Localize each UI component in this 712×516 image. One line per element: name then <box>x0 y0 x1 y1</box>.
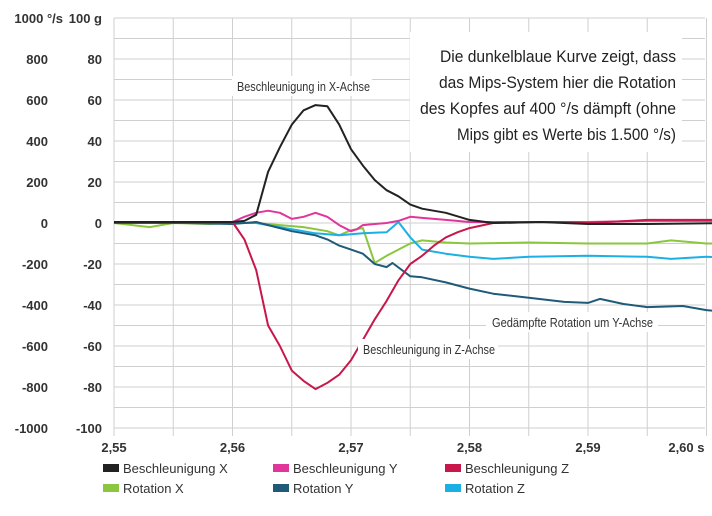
legend-swatch <box>103 484 119 492</box>
y-right-tick-label: 20 <box>88 175 102 190</box>
legend-label: Rotation Y <box>293 481 354 496</box>
x-tick-label: 2,55 <box>101 440 126 455</box>
series-line-rotation-z <box>113 221 712 260</box>
series-line-beschleunigung-x <box>114 104 712 225</box>
y-left-tick-label: -400 <box>22 298 48 313</box>
x-tick-label: 2,59 <box>575 440 600 455</box>
x-tick-label: 2,60 s <box>668 440 704 455</box>
y-right-tick-label: 0 <box>95 216 102 231</box>
legend-swatch <box>445 484 461 492</box>
y-right-tick-label: -40 <box>83 298 102 313</box>
callout-line: das Mips-System hier die Rotation <box>439 73 676 92</box>
callout-box: Die dunkelblaue Kurve zeigt, dass das Mi… <box>410 32 682 152</box>
legend-label: Rotation X <box>123 481 184 496</box>
y-right-tick-label: -80 <box>83 380 102 395</box>
y-right-tick-label: 60 <box>88 93 102 108</box>
legend-swatch <box>103 464 119 472</box>
annotation-bg <box>486 312 658 332</box>
legend-swatch <box>445 464 461 472</box>
legend-swatch <box>273 484 289 492</box>
y-left-tick-label: -600 <box>22 339 48 354</box>
y-left-tick-label: -200 <box>22 257 48 272</box>
y-right-tick-label: 100 g <box>69 11 102 26</box>
legend-label: Rotation Z <box>465 481 525 496</box>
legend-label: Beschleunigung Y <box>293 461 398 476</box>
x-tick-label: 2,57 <box>338 440 363 455</box>
series-lines <box>113 104 712 391</box>
callout-line: des Kopfes auf 400 °/s dämpft (ohne <box>420 99 676 118</box>
callout-line: Die dunkelblaue Kurve zeigt, dass <box>440 47 676 66</box>
y-left-tick-label: 400 <box>26 134 48 149</box>
series-line-beschleunigung-z <box>114 218 712 391</box>
series-line-rotation-y <box>114 221 712 312</box>
y-left-tick-label: 1000 °/s <box>14 11 63 26</box>
x-tick-label: 2,58 <box>457 440 482 455</box>
y-left-tick-label: -800 <box>22 380 48 395</box>
y-right-tick-label: 80 <box>88 52 102 67</box>
annotation-bg <box>232 76 372 96</box>
y-left-tick-label: 200 <box>26 175 48 190</box>
annotation-accel-x: Beschleunigung in X-Achse <box>237 80 370 94</box>
y-left-tick-label: 600 <box>26 93 48 108</box>
legend-label: Beschleunigung X <box>123 461 228 476</box>
legend-label: Beschleunigung Z <box>465 461 569 476</box>
y-right-tick-label: 40 <box>88 134 102 149</box>
annotations: Beschleunigung in X-Achse Gedämpfte Rota… <box>232 76 658 359</box>
series-line-beschleunigung-y <box>114 209 712 233</box>
legend: Beschleunigung X Beschleunigung Y Beschleu… <box>103 461 569 496</box>
y-left-tick-label: 800 <box>26 52 48 67</box>
y-left-tick-label: 0 <box>41 216 48 231</box>
x-tick-label: 2,56 <box>220 440 245 455</box>
callout-line: Mips gibt es Werte bis 1.500 °/s) <box>457 125 676 144</box>
x-tick-labels: 2,55 2,56 2,57 2,58 2,59 2,60 s <box>101 440 704 455</box>
y-left-tick-label: -1000 <box>15 421 48 436</box>
y-right-tick-label: -100 <box>76 421 102 436</box>
annotation-accel-z: Beschleunigung in Z-Achse <box>363 343 495 357</box>
legend-swatch <box>273 464 289 472</box>
y-right-tick-label: -20 <box>83 257 102 272</box>
annotation-rot-y: Gedämpfte Rotation um Y-Achse <box>492 316 653 330</box>
annotation-bg <box>358 339 498 359</box>
y-right-tick-label: -60 <box>83 339 102 354</box>
